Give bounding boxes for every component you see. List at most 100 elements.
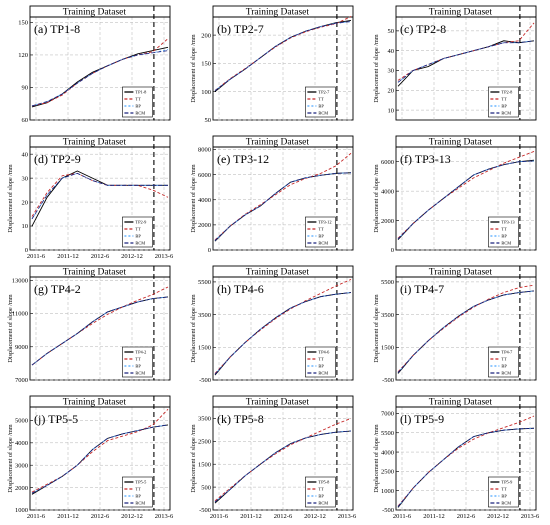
- x-tick-label: 2012-6: [274, 513, 293, 520]
- band-title: Training Dataset: [429, 8, 493, 18]
- y-tick-label: 7000: [15, 377, 28, 384]
- y-tick-label: 5500: [381, 279, 394, 286]
- series-line-measured: [31, 46, 169, 108]
- panel-label: (f) TP3-13: [400, 152, 451, 166]
- legend-entry: BP: [501, 364, 507, 369]
- legend-entry: TP2-9: [135, 220, 147, 225]
- y-axis-label: Displacement of slope /mm: [190, 164, 197, 232]
- x-tick-label: 2011-6: [27, 513, 46, 520]
- series-line-rcm: [31, 296, 169, 366]
- legend-entry: RCM: [318, 371, 328, 376]
- y-axis-label: Displacement of slope /mm: [7, 164, 14, 232]
- band-title: Training Dataset: [246, 8, 310, 18]
- panel-2: 50 100 150 200 Training Dataset Displacement …: [190, 5, 354, 124]
- x-tick-label: 2012-6: [91, 253, 110, 260]
- legend-entry: RCM: [501, 241, 511, 246]
- legend-entry: TT: [318, 227, 324, 232]
- legend-entry: TP3-12: [318, 220, 331, 225]
- panel-9: -500 1500 3500 5500 Training Dataset Displace…: [373, 265, 537, 384]
- x-tick-label: 2012-12: [121, 513, 143, 520]
- y-tick-label: 200: [201, 32, 211, 39]
- panel-8: -500 1500 3500 5500 Training Dataset Displace…: [190, 265, 354, 384]
- y-tick-label: 4000: [198, 197, 211, 204]
- y-axis-label: Displacement of slope /mm: [7, 424, 14, 492]
- series-line-tt: [397, 415, 535, 507]
- y-tick-label: 50: [388, 28, 395, 35]
- y-tick-label: 6000: [198, 172, 211, 179]
- series-line-tt: [31, 286, 169, 366]
- series-line-rcm: [397, 290, 535, 373]
- panel-label: (b) TP2-7: [217, 22, 264, 36]
- panel-label: (e) TP3-12: [217, 152, 269, 166]
- y-tick-label: 4000: [381, 449, 394, 456]
- y-tick-label: 3500: [381, 312, 394, 319]
- series-line-rcm: [214, 172, 352, 241]
- y-tick-label: 11000: [12, 311, 28, 318]
- series-line-measured: [397, 427, 535, 508]
- series-line-tt: [31, 408, 169, 493]
- x-tick-label: 2013-6: [521, 513, 540, 520]
- band-title: Training Dataset: [429, 268, 493, 278]
- y-tick-label: 0: [25, 247, 28, 254]
- y-tick-label: 3500: [198, 416, 211, 423]
- band-title: Training Dataset: [246, 138, 310, 148]
- legend-entry: TT: [135, 97, 141, 102]
- y-tick-label: 150: [18, 20, 28, 27]
- legend-entry: TT: [501, 97, 507, 102]
- legend-entry: BP: [501, 104, 507, 109]
- series-line-rcm: [31, 424, 169, 494]
- legend-entry: TP5-9: [501, 480, 513, 485]
- panel-10: 1000 2000 3000 4000 5000 2011-6 2011-12 2012-6 2…: [7, 395, 174, 520]
- band-title: Training Dataset: [429, 398, 493, 408]
- legend-entry: TP4-7: [501, 350, 513, 355]
- series-line-rcm: [214, 430, 352, 503]
- x-tick-label: 2013-6: [155, 253, 174, 260]
- legend-entry: TP4-6: [318, 350, 330, 355]
- band-title: Training Dataset: [63, 138, 127, 148]
- y-axis-label: Displacement of slope /mm: [190, 424, 197, 492]
- y-tick-label: 0: [391, 247, 394, 254]
- panel-11: -500 500 1500 2500 3500 2011-6 2011-12 2012-6 20…: [190, 395, 357, 520]
- series-line-bp: [397, 160, 535, 240]
- y-axis-label: Displacement of slope /mm: [373, 34, 380, 102]
- legend-entry: RCM: [318, 501, 328, 506]
- panel-label: (a) TP1-8: [34, 22, 80, 36]
- y-tick-label: 120: [18, 52, 28, 59]
- legend-entry: RCM: [135, 371, 145, 376]
- band-title: Training Dataset: [246, 268, 310, 278]
- legend-entry: TT: [318, 97, 324, 102]
- x-tick-label: 2012-6: [91, 513, 110, 520]
- series-line-rcm: [31, 50, 169, 107]
- y-tick-label: 50: [205, 117, 212, 124]
- panel-12: -500 1000 2500 4000 5500 7000 2011-6 2011-12 201…: [373, 395, 540, 520]
- legend-entry: TP2-8: [501, 90, 513, 95]
- y-axis-label: Displacement of slope /mm: [7, 294, 14, 362]
- y-tick-label: 40: [388, 48, 395, 55]
- panel-label: (d) TP2-9: [34, 152, 81, 166]
- y-tick-label: 1000: [381, 488, 394, 495]
- y-axis-label: Displacement of slope /mm: [373, 164, 380, 232]
- y-axis-label: Displacement of slope /mm: [190, 294, 197, 362]
- y-axis-label: Displacement of slope /mm: [190, 34, 197, 102]
- y-tick-label: 3000: [15, 462, 28, 469]
- y-tick-label: -500: [382, 377, 394, 384]
- legend-entry: RCM: [318, 111, 328, 116]
- panel-label: (c) TP2-8: [400, 22, 446, 36]
- y-tick-label: 500: [201, 484, 211, 491]
- legend-entry: TP4-2: [135, 350, 146, 355]
- series-line-rcm: [214, 21, 352, 91]
- y-tick-label: 90: [22, 85, 29, 92]
- y-tick-label: 1500: [381, 345, 394, 352]
- y-tick-label: 30: [22, 175, 29, 182]
- y-tick-label: 4000: [381, 188, 394, 195]
- legend-entry: BP: [135, 234, 141, 239]
- y-tick-label: 7000: [381, 411, 394, 418]
- series-line-tt: [214, 16, 352, 91]
- y-tick-label: 2000: [15, 485, 28, 492]
- legend-entry: TT: [501, 357, 507, 362]
- x-tick-label: 2011-12: [57, 513, 78, 520]
- series-line-rcm: [31, 172, 168, 220]
- legend-entry: BP: [318, 494, 324, 499]
- y-tick-label: 6000: [381, 159, 394, 166]
